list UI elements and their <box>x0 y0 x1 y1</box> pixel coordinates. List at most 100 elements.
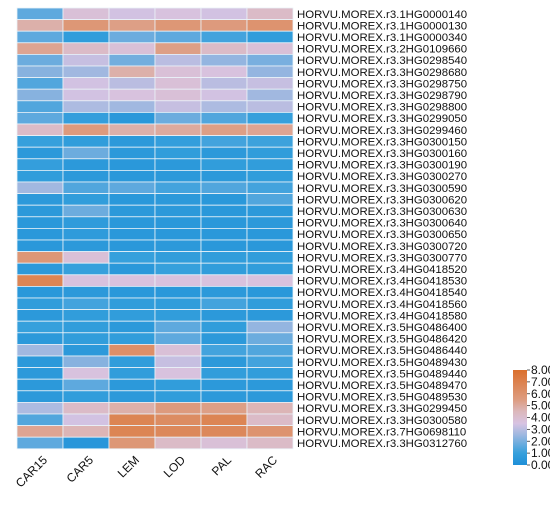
heatmap-cell <box>200 262 248 276</box>
heatmap-cell <box>16 343 64 357</box>
heatmap-cell <box>154 65 202 79</box>
heatmap-cell <box>108 65 156 79</box>
heatmap-cell <box>246 135 294 148</box>
heatmap-cell <box>200 343 248 357</box>
heatmap-cell <box>108 367 156 380</box>
heatmap-cell <box>62 262 110 276</box>
heatmap-cell <box>154 54 202 67</box>
heatmap-cell <box>62 216 110 229</box>
heatmap-cell <box>200 100 248 113</box>
heatmap-cell <box>62 181 110 195</box>
row-label: HORVU.MOREX.r3.3HG0300630 <box>297 206 467 218</box>
heatmap-cell <box>246 343 294 357</box>
heatmap-cell <box>154 436 202 450</box>
heatmap-cell <box>62 77 110 90</box>
heatmap-cell <box>246 204 294 218</box>
heatmap-cell <box>108 123 156 137</box>
heatmap-cell <box>154 355 202 369</box>
heatmap-cell <box>62 401 110 415</box>
heatmap-cell <box>246 413 294 427</box>
heatmap-cell <box>246 227 294 241</box>
heatmap-cell <box>62 343 110 357</box>
heatmap-cell <box>200 285 248 299</box>
heatmap-cell <box>16 332 64 345</box>
heatmap-cell <box>154 343 202 357</box>
heatmap-cell <box>108 332 156 345</box>
heatmap-cell <box>62 390 110 403</box>
legend-tick-label: 4.00 <box>531 411 550 425</box>
heatmap-cell <box>62 436 110 450</box>
heatmap-cell <box>16 169 64 183</box>
row-label: HORVU.MOREX.r3.5HG0486400 <box>297 322 467 334</box>
row-label: HORVU.MOREX.r3.3HG0298750 <box>297 78 467 90</box>
heatmap-cell <box>200 436 248 450</box>
heatmap-cell <box>200 181 248 195</box>
heatmap-cell <box>200 425 248 438</box>
heatmap-cell <box>246 7 294 21</box>
heatmap-cell <box>200 239 248 253</box>
heatmap-cell <box>16 425 64 438</box>
row-label: HORVU.MOREX.r3.5HG0489470 <box>297 380 467 392</box>
row-label: HORVU.MOREX.r3.7HG0698110 <box>297 426 466 438</box>
color-legend: 8.007.006.005.004.003.002.001.000.00 <box>513 363 550 472</box>
heatmap-cell <box>16 285 64 299</box>
heatmap-cell <box>16 181 64 195</box>
heatmap-cell <box>154 193 202 206</box>
heatmap-cell <box>108 193 156 206</box>
heatmap-cell <box>154 332 202 345</box>
legend-ticks: 8.007.006.005.004.003.002.001.000.00 <box>527 363 550 472</box>
heatmap-cell <box>246 146 294 160</box>
heatmap-cell <box>108 216 156 229</box>
heatmap-cell <box>62 88 110 102</box>
heatmap-cell <box>200 77 248 90</box>
heatmap-cell <box>246 378 294 392</box>
heatmap-cell <box>154 30 202 44</box>
heatmap-cell <box>246 169 294 183</box>
heatmap-cell <box>108 135 156 148</box>
heatmap-cell <box>246 390 294 403</box>
heatmap-cell <box>246 297 294 311</box>
heatmap-cell <box>108 88 156 102</box>
heatmap-cell <box>154 274 202 287</box>
heatmap-cell <box>246 262 294 276</box>
heatmap-cell <box>246 309 294 322</box>
heatmap-cell <box>62 413 110 427</box>
legend-tick-label: 0.00 <box>531 458 550 472</box>
heatmap-cell <box>16 239 64 253</box>
heatmap-cell <box>246 332 294 345</box>
heatmap-cell <box>62 193 110 206</box>
legend-tick-label: 3.00 <box>531 422 550 436</box>
heatmap-cell <box>108 19 156 32</box>
heatmap-cell <box>16 65 64 79</box>
heatmap-cell <box>108 169 156 183</box>
heatmap-cell <box>200 309 248 322</box>
heatmap-cell <box>200 216 248 229</box>
heatmap-cell <box>62 135 110 148</box>
column-label: CAR5 <box>64 453 97 486</box>
heatmap-cell <box>108 54 156 67</box>
heatmap-cell <box>62 65 110 79</box>
heatmap-cell <box>16 378 64 392</box>
heatmap-cell <box>246 123 294 137</box>
row-label: HORVU.MOREX.r3.3HG0300590 <box>297 183 467 195</box>
row-label: HORVU.MOREX.r3.2HG0109660 <box>297 44 467 56</box>
legend-tick-label: 2.00 <box>531 434 550 448</box>
legend-tick-label: 7.00 <box>531 375 550 389</box>
heatmap-cell <box>154 158 202 171</box>
heatmap-cell <box>16 436 64 450</box>
heatmap-cell <box>62 355 110 369</box>
legend-tick-label: 8.00 <box>531 363 550 377</box>
heatmap-cell <box>154 239 202 253</box>
heatmap-cell <box>62 251 110 264</box>
heatmap-cell <box>246 42 294 55</box>
heatmap-cell <box>154 285 202 299</box>
heatmap-cell <box>154 320 202 334</box>
heatmap-cell <box>62 239 110 253</box>
heatmap-cell <box>246 88 294 102</box>
row-label: HORVU.MOREX.r3.3HG0298540 <box>297 55 467 67</box>
heatmap-cell <box>62 146 110 160</box>
heatmap-cell <box>200 251 248 264</box>
row-label: HORVU.MOREX.r3.1HG0000340 <box>297 32 467 44</box>
heatmap-cell <box>246 100 294 113</box>
row-label: HORVU.MOREX.r3.3HG0299460 <box>297 125 467 137</box>
